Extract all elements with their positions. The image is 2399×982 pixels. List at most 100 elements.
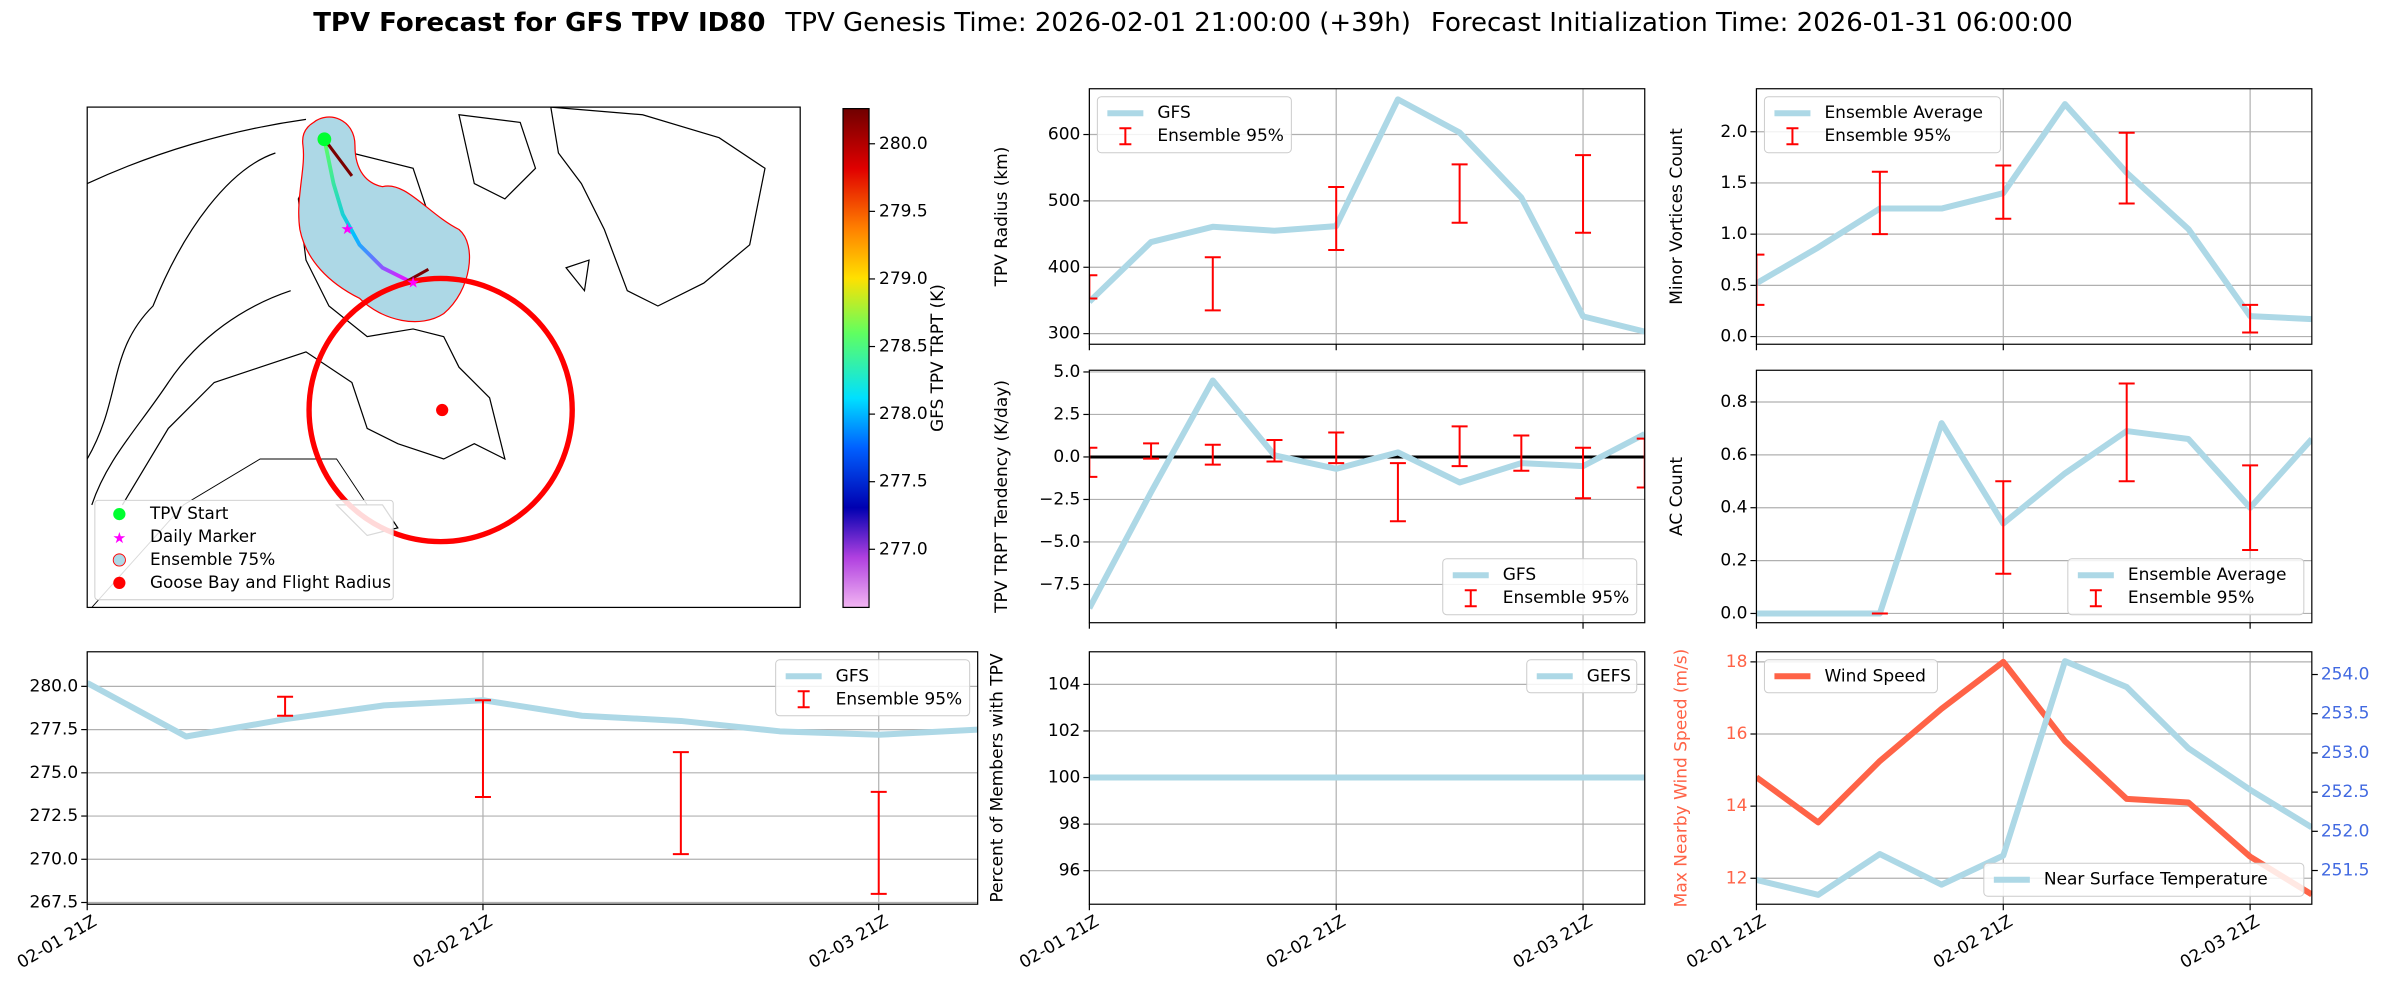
y-tick-label: 270.0 [30,849,79,869]
x-tick-label: 02-02 21Z [1930,912,2016,973]
series-line [1756,658,2312,898]
y-tick-label: 600 [1048,125,1080,145]
legend-label: GFS [836,666,869,686]
legend-swatch: ★ [112,529,126,547]
error-bar [1143,442,1160,460]
y-axis-label: Max Nearby Wind Speed (m/s) [1671,649,1691,908]
x-tick-label: 02-03 21Z [2177,912,2263,973]
y-tick-label: 98 [1059,814,1081,834]
y-tick-label: 1.5 [1720,173,1747,193]
error-bar [474,699,491,799]
axes-frame [1088,369,1646,624]
y-tick-label: 0.8 [1720,392,1747,412]
y-tick-label: 280.0 [30,676,79,696]
legend-label: Ensemble 75% [150,549,275,569]
plot-area [1089,96,1645,335]
y-tick-label: 96 [1059,861,1081,881]
legend-box [1763,659,1938,694]
axes-frame [1088,88,1646,345]
legend-label: Ensemble 95% [836,689,963,709]
map-panel: ★ ★ ★ TPV Start Daily Marker Ensemble 75… [86,106,947,609]
y-tick-label: 400 [1048,257,1080,277]
legend-label: TPV Start [149,503,229,523]
error-bar [1995,164,2012,220]
plot-area [1756,101,2312,334]
error-bar [870,790,887,895]
x-tick-label: 02-03 21Z [805,912,891,973]
error-bar [2242,464,2259,552]
error-bar [1328,185,1345,252]
colorbar-tick-label: 278.0 [879,404,928,424]
legend-label: Goose Bay and Flight Radius [150,572,391,592]
legend-label: GEFS [1587,666,1631,686]
y-tick-label: 0.2 [1720,551,1747,571]
legend-swatch [112,553,126,567]
colorbar [842,108,870,609]
error-bar [1513,434,1530,472]
y-tick-label: 104 [1048,674,1080,694]
error-bar [2242,303,2259,334]
y-tick-label: 18 [1726,652,1748,672]
y-tick-label: 0.0 [1720,603,1747,623]
axes-frame [1088,651,1646,905]
y-tick-label: 1.0 [1720,224,1747,244]
legend-swatch [1464,589,1477,608]
colorbar-tick-label: 279.5 [879,201,928,221]
suptitle: TPV Forecast for GFS TPV ID80 TPV Genesis… [313,8,2073,38]
error-bar [2118,131,2135,205]
error-bar [1204,256,1221,312]
x-tick-label: 02-02 21Z [1263,912,1349,973]
legend-box [775,659,971,717]
y-axis-label: TPV TRPT Tendency (K/day) [992,380,1012,614]
coastline [87,118,307,506]
y-axis-label: Minor Vortices Count [1667,128,1687,305]
legend-box [1442,558,1638,616]
x-tick-label: 02-03 21Z [1510,912,1596,973]
tpv-start [317,132,332,147]
y-tick-label: 275.0 [30,763,79,783]
legend-label: Ensemble 95% [1503,588,1630,608]
legend-label: Ensemble 95% [2128,588,2255,608]
axes-frame [86,651,979,905]
legend-box [2067,558,2305,616]
colorbar-tick-label: 278.5 [879,337,928,357]
y-tick-label: 267.5 [30,893,79,913]
y-axis-label: AC Count [1667,457,1687,536]
y-tick-label: 2.5 [1053,404,1080,424]
plot-area [87,680,978,895]
plot-area [1089,377,1645,610]
plot-area [1756,658,2312,898]
legend-label: Daily Marker [150,526,256,546]
legend-swatch [1786,127,1799,146]
error-bar [1575,446,1592,500]
error-bar [2118,382,2135,483]
error-bar [277,695,294,717]
series-line [1756,101,2312,323]
title-genesis: TPV Genesis Time: 2026-02-01 21:00:00 (+… [784,8,1411,38]
y2-tick-label: 252.5 [2321,782,2370,802]
y-tick-label: −5.0 [1039,532,1080,552]
series-line [1089,377,1645,610]
y2-tick-label: 253.5 [2321,704,2370,724]
track-segment [323,138,354,177]
error-bar [1204,443,1221,466]
legend-label: GFS [1503,565,1536,585]
y-tick-label: 5.0 [1053,362,1080,382]
y2-tick-label: 253.0 [2321,743,2370,763]
colorbar-tick-label: 280.0 [879,134,928,154]
legend-label: Ensemble Average [1824,103,1983,123]
legend-box [1983,862,2305,897]
error-bar [1575,154,1592,234]
colorbar-tick-label: 279.0 [879,269,928,289]
y-axis-label: Percent of Members with TPV [988,653,1008,902]
legend-box [1096,96,1292,154]
colorbar-tick-label: 277.5 [879,472,928,492]
y-tick-label: 100 [1048,768,1080,788]
legend-box [1763,96,2001,154]
plot-area [1756,382,2312,617]
y-tick-label: 102 [1048,721,1080,741]
error-bar [1451,425,1468,468]
error-bar [1995,480,2012,575]
series-line [1756,420,2312,617]
